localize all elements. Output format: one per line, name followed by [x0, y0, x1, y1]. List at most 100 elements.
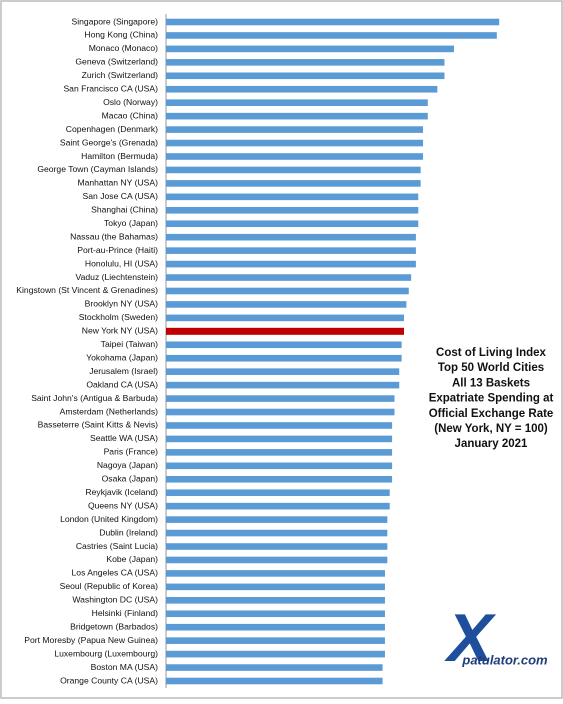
category-label: Oslo (Norway): [103, 97, 158, 107]
category-label: Vaduz (Liechtenstein): [76, 272, 159, 282]
bar: [166, 85, 438, 93]
category-label: Yokohama (Japan): [86, 352, 158, 362]
category-label: Washington DC (USA): [72, 595, 158, 605]
category-label: Castries (Saint Lucia): [76, 541, 158, 551]
bar: [166, 18, 500, 26]
bar: [166, 287, 409, 295]
category-label: New York NY (USA): [82, 326, 158, 336]
category-label: Jerusalem (Israel): [89, 366, 158, 376]
bar: [166, 489, 390, 497]
category-label: Taipei (Taiwan): [101, 339, 158, 349]
category-label: San Jose CA (USA): [83, 191, 159, 201]
bar: [166, 126, 424, 133]
category-label: Seattle WA (USA): [90, 433, 158, 443]
category-label: George Town (Cayman Islands): [37, 164, 158, 174]
category-label: Nassau (the Bahamas): [70, 231, 158, 241]
annotation-line: January 2021: [455, 438, 528, 450]
bar: [166, 502, 390, 510]
category-label: Dublin (Ireland): [99, 527, 158, 537]
category-label: Tokyo (Japan): [104, 218, 158, 228]
bar: [166, 45, 454, 53]
category-label: Monaco (Monaco): [89, 43, 158, 53]
category-label: Osaka (Japan): [102, 474, 159, 484]
bar: [166, 180, 421, 187]
bar: [166, 556, 388, 564]
category-label: Saint George's (Grenada): [60, 137, 158, 147]
bar: [166, 193, 419, 201]
bar: [166, 72, 445, 80]
bar: [166, 99, 428, 106]
category-label: Saint John's (Antigua & Barbuda): [31, 393, 158, 403]
category-label: Hong Kong (China): [84, 30, 158, 40]
bar: [166, 153, 424, 160]
bar: [166, 32, 497, 39]
bar: [166, 341, 402, 349]
bar: [166, 664, 383, 671]
annotation-line: (New York, NY = 100): [434, 423, 548, 435]
category-label: San Francisco CA (USA): [63, 84, 158, 94]
annotation-line: All 13 Baskets: [452, 377, 530, 389]
bar: [166, 516, 388, 523]
bar: [166, 220, 419, 228]
bar: [166, 247, 416, 254]
bar: [166, 395, 395, 402]
category-label: Geneva (Switzerland): [75, 57, 158, 67]
bar: [166, 449, 393, 456]
category-label: Hamilton (Bermuda): [81, 151, 158, 161]
category-label: Macao (China): [102, 110, 158, 120]
category-label: Amsterdam (Netherlands): [60, 406, 159, 416]
category-label: Brooklyn NY (USA): [85, 299, 159, 309]
annotation-line: Official Exchange Rate: [429, 408, 554, 420]
category-label: Port Moresby (Papua New Guinea): [24, 635, 158, 645]
bar: [166, 301, 407, 308]
bar: [166, 475, 393, 483]
bar: [166, 314, 404, 322]
bar: [166, 610, 385, 618]
bar: [166, 597, 385, 604]
bar: [166, 543, 388, 550]
category-label: Los Angeles CA (USA): [72, 568, 159, 578]
category-label: Luxembourg (Luxembourg): [54, 648, 158, 658]
category-label: Manhattan NY (USA): [77, 178, 158, 188]
category-label: Singapore (Singapore): [72, 16, 159, 26]
category-label: Bridgetown (Barbados): [70, 621, 158, 631]
category-label: Copenhagen (Denmark): [66, 124, 158, 134]
category-label: Paris (France): [104, 447, 159, 457]
category-label: Helsinki (Finland): [92, 608, 159, 618]
bar: [166, 637, 385, 644]
logo-mark: X: [443, 600, 496, 676]
category-label: Zurich (Switzerland): [82, 70, 159, 80]
bar: [166, 529, 388, 537]
bar: [166, 166, 421, 174]
bar: [166, 435, 393, 443]
category-label: Honolulu, HI (USA): [85, 258, 158, 268]
bar: [166, 274, 412, 281]
category-label: Seoul (Republic of Korea): [60, 581, 159, 591]
category-label: Basseterre (Saint Kitts & Nevis): [38, 420, 158, 430]
bar: [166, 677, 383, 685]
bar: [166, 327, 404, 335]
bar: [166, 112, 428, 120]
annotation-line: Expatriate Spending at: [429, 393, 554, 405]
bar: [166, 354, 402, 362]
bar: [166, 583, 385, 591]
logo-text: patulator.com: [461, 652, 548, 667]
category-label: Orange County CA (USA): [60, 675, 158, 685]
category-label: Nagoya (Japan): [97, 460, 158, 470]
category-label: Kobe (Japan): [106, 554, 158, 564]
category-label: Boston MA (USA): [91, 662, 158, 672]
bar: [166, 381, 400, 389]
bar: [166, 462, 393, 470]
category-label: Oakland CA (USA): [86, 379, 158, 389]
category-label: Kingstown (St Vincent & Grenadines): [16, 285, 158, 295]
annotation-line: Top 50 World Cities: [438, 362, 544, 374]
category-label: Queens NY (USA): [88, 500, 158, 510]
bar: [166, 650, 385, 658]
category-label: London (United Kingdom): [60, 514, 158, 524]
category-label: Port-au-Prince (Haiti): [77, 245, 158, 255]
category-label: Shanghai (China): [91, 205, 158, 215]
bar: [166, 59, 445, 66]
bar: [166, 368, 400, 375]
